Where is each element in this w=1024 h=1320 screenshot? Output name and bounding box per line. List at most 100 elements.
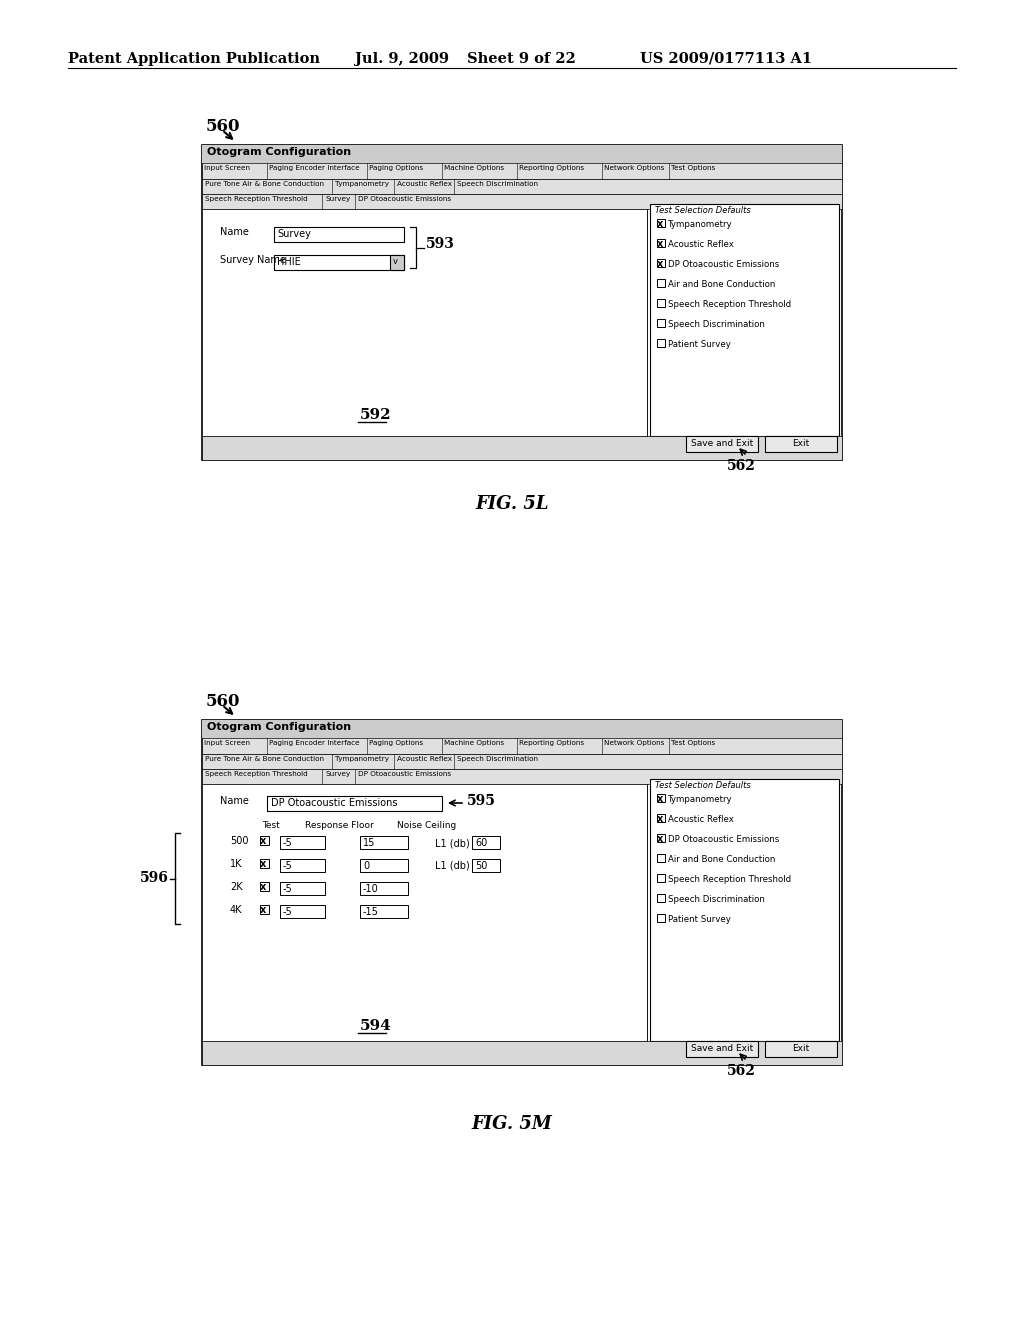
Text: Jul. 9, 2009: Jul. 9, 2009 (355, 51, 449, 66)
Text: x: x (657, 239, 664, 249)
Text: 562: 562 (727, 459, 756, 473)
Text: x: x (657, 814, 664, 824)
Text: Sheet 9 of 22: Sheet 9 of 22 (467, 51, 575, 66)
Text: -5: -5 (283, 861, 293, 871)
Bar (202, 770, 842, 784)
Text: x: x (657, 834, 664, 843)
Text: Speech Discrimination: Speech Discrimination (668, 895, 765, 904)
Bar (202, 719, 842, 738)
Text: Air and Bone Conduction: Air and Bone Conduction (668, 855, 775, 865)
Text: Speech Reception Threshold: Speech Reception Threshold (205, 771, 308, 777)
Text: 593: 593 (426, 236, 455, 251)
Bar (657, 339, 665, 347)
Text: Input Screen: Input Screen (204, 741, 250, 746)
Text: Tympanometry: Tympanometry (335, 181, 389, 187)
Text: Response Floor: Response Floor (305, 821, 374, 830)
Text: Otogram Configuration: Otogram Configuration (207, 722, 351, 733)
Text: Survey Name: Survey Name (220, 255, 286, 265)
Text: Test Options: Test Options (671, 165, 715, 172)
Text: Name: Name (220, 227, 249, 238)
Bar (657, 874, 665, 882)
Text: Acoustic Reflex: Acoustic Reflex (668, 814, 734, 824)
Bar (267, 796, 442, 810)
Bar (202, 784, 647, 1041)
Text: FIG. 5M: FIG. 5M (472, 1115, 552, 1133)
Bar (274, 227, 404, 242)
Text: Exit: Exit (793, 440, 810, 447)
Text: Noise Ceiling: Noise Ceiling (397, 821, 457, 830)
Text: Paging Encoder Interface: Paging Encoder Interface (269, 741, 359, 746)
Text: Reporting Options: Reporting Options (519, 165, 584, 172)
Text: Save and Exit: Save and Exit (691, 1044, 753, 1053)
Text: Machine Options: Machine Options (444, 165, 504, 172)
Text: Patent Application Publication: Patent Application Publication (68, 51, 319, 66)
Bar (280, 836, 325, 849)
Text: DP Otoacoustic Emissions: DP Otoacoustic Emissions (668, 260, 779, 269)
Bar (202, 180, 842, 194)
Bar (650, 779, 839, 1041)
Text: 50: 50 (475, 861, 487, 871)
Bar (202, 194, 842, 209)
Text: L1 (db): L1 (db) (435, 838, 470, 847)
Text: Survey: Survey (325, 771, 350, 777)
Text: x: x (260, 882, 266, 892)
Bar (260, 906, 269, 913)
Text: HHIE: HHIE (278, 257, 301, 267)
Text: 594: 594 (360, 1019, 392, 1034)
Text: Network Options: Network Options (604, 741, 665, 746)
Bar (202, 719, 842, 1065)
Bar (657, 834, 665, 842)
Bar (260, 882, 269, 891)
Text: -5: -5 (283, 884, 293, 894)
Text: -5: -5 (283, 838, 293, 847)
Text: 500: 500 (230, 836, 249, 846)
Text: Tympanometry: Tympanometry (668, 795, 732, 804)
Text: 560: 560 (206, 693, 241, 710)
Text: Reporting Options: Reporting Options (519, 741, 584, 746)
Text: Exit: Exit (793, 1044, 810, 1053)
Text: 562: 562 (727, 1064, 756, 1078)
Bar (274, 255, 404, 271)
Text: Acoustic Reflex: Acoustic Reflex (397, 756, 452, 762)
Bar (657, 814, 665, 822)
Bar (657, 894, 665, 902)
Bar (657, 259, 665, 267)
Text: Air and Bone Conduction: Air and Bone Conduction (668, 280, 775, 289)
Text: 0: 0 (362, 861, 369, 871)
Text: Speech Discrimination: Speech Discrimination (457, 181, 538, 187)
Bar (765, 436, 837, 451)
Text: Speech Reception Threshold: Speech Reception Threshold (205, 195, 308, 202)
Text: 60: 60 (475, 838, 487, 847)
Bar (202, 145, 842, 162)
Text: Pure Tone Air & Bone Conduction: Pure Tone Air & Bone Conduction (205, 181, 324, 187)
Text: Survey: Survey (278, 228, 311, 239)
Text: Patient Survey: Patient Survey (668, 915, 731, 924)
Bar (657, 854, 665, 862)
Bar (657, 913, 665, 921)
Text: Network Options: Network Options (604, 165, 665, 172)
Text: 596: 596 (140, 871, 169, 886)
Text: L1 (db): L1 (db) (435, 861, 470, 871)
Bar (280, 906, 325, 917)
Bar (202, 209, 647, 436)
Text: Tympanometry: Tympanometry (335, 756, 389, 762)
Text: Machine Options: Machine Options (444, 741, 504, 746)
Text: x: x (260, 859, 266, 869)
Text: x: x (657, 795, 664, 804)
Bar (686, 1041, 758, 1057)
Bar (686, 436, 758, 451)
Text: Speech Reception Threshold: Speech Reception Threshold (668, 875, 792, 884)
Text: -5: -5 (283, 907, 293, 917)
Bar (260, 836, 269, 845)
Bar (202, 738, 842, 754)
Bar (360, 859, 408, 873)
Bar (390, 255, 404, 271)
Text: Survey: Survey (325, 195, 350, 202)
Text: Paging Encoder Interface: Paging Encoder Interface (269, 165, 359, 172)
Text: Otogram Configuration: Otogram Configuration (207, 147, 351, 157)
Bar (657, 279, 665, 286)
Text: DP Otoacoustic Emissions: DP Otoacoustic Emissions (358, 771, 452, 777)
Text: 595: 595 (467, 795, 496, 808)
Text: Acoustic Reflex: Acoustic Reflex (668, 240, 734, 249)
Text: Save and Exit: Save and Exit (691, 440, 753, 447)
